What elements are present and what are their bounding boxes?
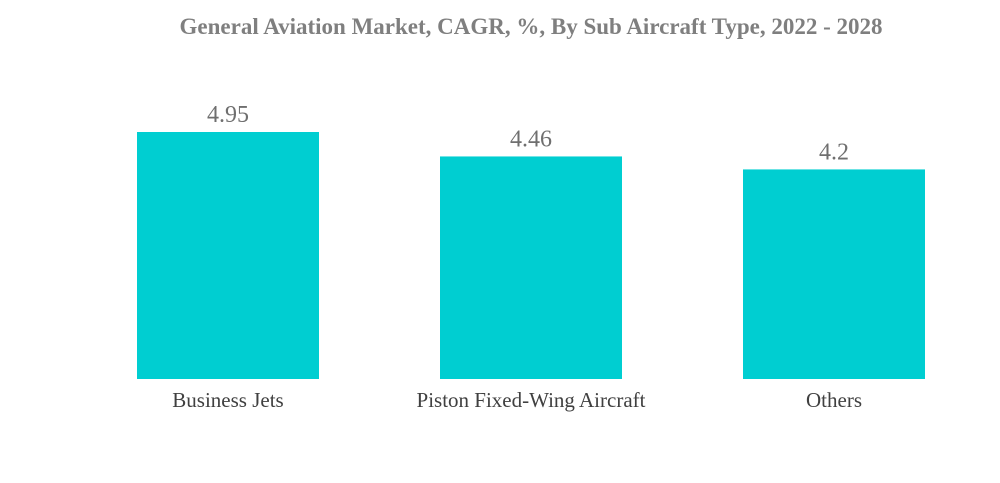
category-label-0: Business Jets — [172, 388, 283, 412]
category-label-2: Others — [806, 388, 862, 412]
bar-2 — [743, 169, 925, 379]
chart-title: General Aviation Market, CAGR, %, By Sub… — [179, 14, 883, 39]
bar-0 — [137, 132, 319, 379]
category-label-1: Piston Fixed-Wing Aircraft — [417, 388, 646, 412]
data-label-0: 4.95 — [207, 102, 249, 128]
data-label-1: 4.46 — [510, 126, 552, 152]
data-label-2: 4.2 — [819, 139, 849, 165]
bar-1 — [440, 156, 622, 379]
